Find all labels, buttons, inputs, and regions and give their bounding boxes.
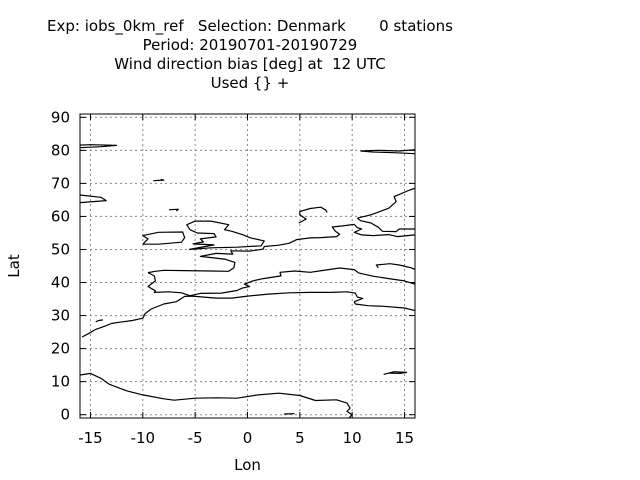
y-tick-label: 10 bbox=[51, 373, 70, 391]
coastline bbox=[79, 194, 107, 204]
y-tick-label: 0 bbox=[60, 406, 70, 424]
coastline bbox=[142, 231, 186, 245]
y-tick-label: 80 bbox=[51, 141, 70, 159]
coastline bbox=[147, 223, 416, 274]
coastline bbox=[357, 187, 416, 219]
coastline bbox=[357, 217, 415, 233]
y-tick-label: 50 bbox=[51, 240, 70, 258]
x-tick-label: -15 bbox=[78, 429, 103, 447]
axis-ticks bbox=[80, 114, 415, 418]
coastline bbox=[147, 267, 416, 297]
axis-tick-labels: -15 -10 -5 0 5 10 15 0 10 20 30 40 50 60 70 80 90 bbox=[51, 108, 414, 447]
y-tick-label: 60 bbox=[51, 207, 70, 225]
x-tick-label: 5 bbox=[295, 429, 305, 447]
coastlines bbox=[79, 144, 416, 419]
y-tick-label: 70 bbox=[51, 174, 70, 192]
chart-title-line-2: Period: 20190701-20190729 bbox=[142, 36, 358, 54]
chart-subtitle: Wind direction bias [deg] at 12 UTC bbox=[114, 55, 386, 73]
y-tick-label: 40 bbox=[51, 274, 70, 292]
y-tick-label: 90 bbox=[51, 108, 70, 126]
x-tick-label: 10 bbox=[343, 429, 362, 447]
x-axis-label: Lon bbox=[234, 456, 261, 474]
x-tick-label: -5 bbox=[188, 429, 203, 447]
coastline bbox=[81, 291, 416, 338]
coastline bbox=[153, 178, 165, 182]
coastline bbox=[79, 144, 118, 149]
x-tick-label: 0 bbox=[243, 429, 253, 447]
coastline bbox=[186, 220, 265, 251]
grid bbox=[80, 114, 415, 418]
chart-title-line-1: Exp: iobs_0km_ref Selection: Denmark 0 s… bbox=[47, 17, 453, 35]
coastline bbox=[360, 149, 416, 152]
y-tick-label: 20 bbox=[51, 340, 70, 358]
y-axis-label: Lat bbox=[5, 254, 23, 278]
coastline bbox=[168, 208, 179, 212]
chart-used-legend: Used {} + bbox=[210, 74, 290, 92]
x-tick-label: 15 bbox=[395, 429, 414, 447]
x-tick-label: -10 bbox=[131, 429, 156, 447]
coastline bbox=[298, 206, 328, 224]
coastline bbox=[383, 371, 408, 375]
coastline bbox=[375, 263, 416, 270]
coastline bbox=[95, 319, 104, 323]
coastline bbox=[79, 372, 353, 419]
coastline bbox=[360, 150, 416, 155]
y-tick-label: 30 bbox=[51, 307, 70, 325]
